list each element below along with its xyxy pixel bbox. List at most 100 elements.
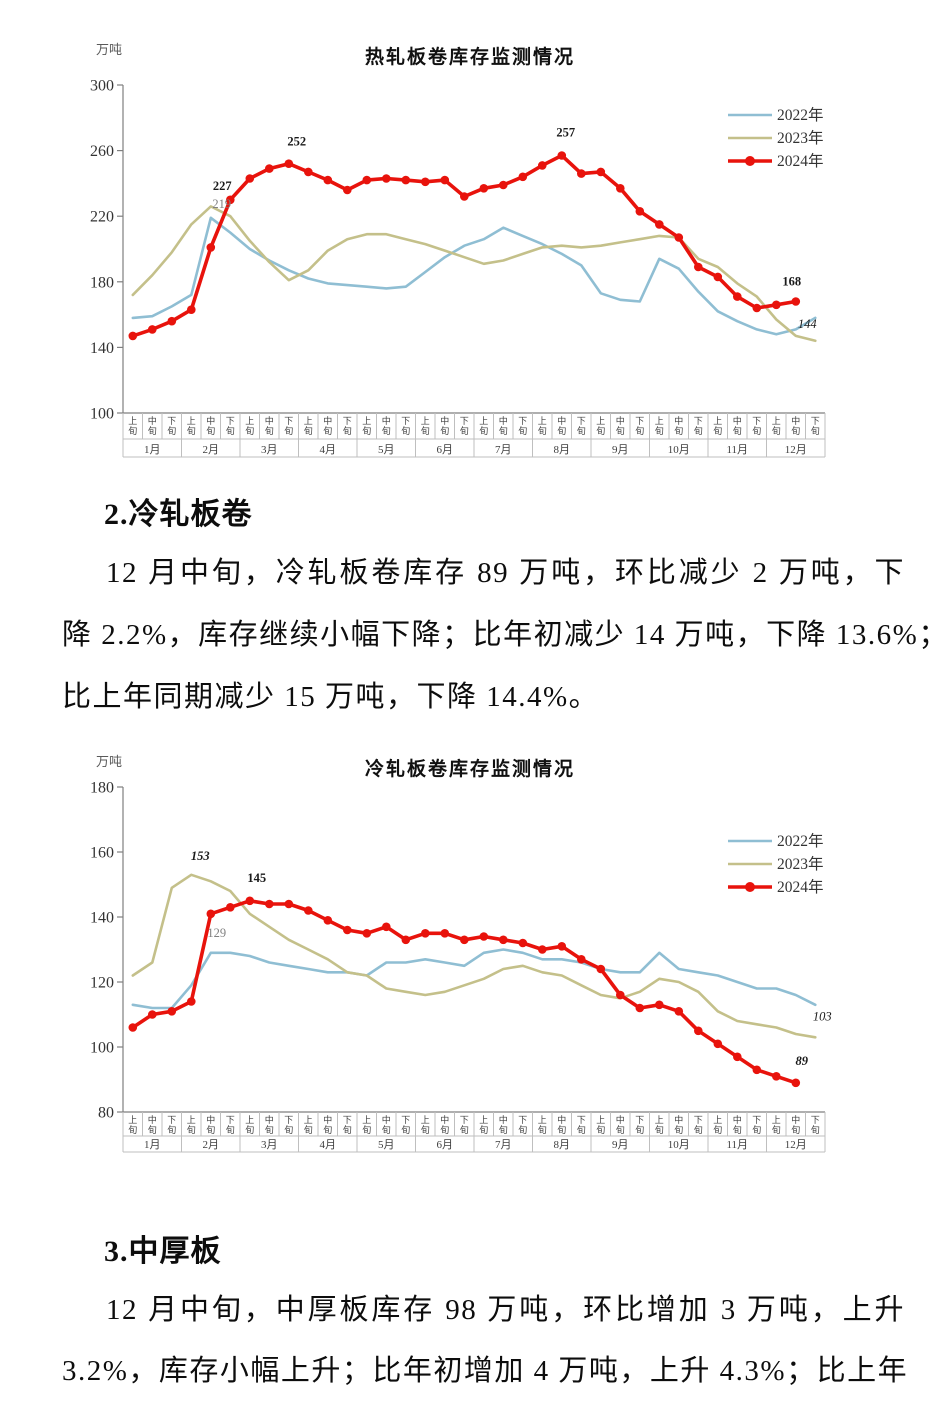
svg-text:上: 上 bbox=[713, 416, 722, 426]
svg-text:上: 上 bbox=[479, 416, 488, 426]
data-point-marker bbox=[245, 174, 255, 183]
section-heading-cold-rolled: 2.冷轧板卷 bbox=[104, 498, 253, 531]
data-point-marker bbox=[362, 929, 372, 938]
svg-text:上: 上 bbox=[245, 416, 254, 426]
x-tick-period-label: 下旬 bbox=[460, 416, 469, 436]
chart-title: 冷轧板卷库存监测情况 bbox=[365, 757, 575, 780]
svg-text:上: 上 bbox=[655, 416, 664, 426]
x-tick-month-label: 11月 bbox=[726, 1139, 748, 1151]
svg-text:中: 中 bbox=[148, 1114, 157, 1125]
legend-label: 2022年 bbox=[777, 106, 824, 124]
data-point-marker bbox=[245, 896, 255, 906]
svg-text:旬: 旬 bbox=[772, 425, 781, 436]
data-point-marker bbox=[616, 990, 625, 1000]
svg-text:旬: 旬 bbox=[772, 1124, 781, 1135]
data-point-marker bbox=[733, 292, 742, 301]
svg-text:旬: 旬 bbox=[421, 1124, 430, 1135]
x-tick-period-label: 中旬 bbox=[557, 415, 566, 436]
svg-text:旬: 旬 bbox=[323, 1124, 332, 1135]
legend-marker bbox=[745, 156, 755, 166]
svg-text:中: 中 bbox=[382, 415, 391, 426]
y-axis: 300 260 220 180 140 100 bbox=[90, 78, 124, 423]
x-tick-period-label: 中旬 bbox=[265, 415, 274, 436]
svg-text:旬: 旬 bbox=[596, 425, 605, 436]
svg-text:下: 下 bbox=[343, 1115, 352, 1125]
data-point-marker bbox=[655, 1000, 664, 1010]
svg-text:下: 下 bbox=[577, 416, 586, 426]
data-point-marker bbox=[752, 1065, 762, 1075]
x-tick-month-label: 5月 bbox=[378, 444, 395, 456]
x-tick-month-label: 10月 bbox=[668, 1139, 690, 1151]
x-tick-period-label: 中旬 bbox=[674, 415, 683, 436]
svg-text:旬: 旬 bbox=[460, 425, 469, 436]
svg-text:中: 中 bbox=[674, 415, 683, 426]
svg-text:旬: 旬 bbox=[674, 425, 683, 436]
data-point-label: 89 bbox=[796, 1054, 809, 1068]
svg-text:下: 下 bbox=[635, 416, 644, 426]
svg-text:上: 上 bbox=[538, 416, 547, 426]
svg-text:中: 中 bbox=[791, 1114, 800, 1125]
svg-text:旬: 旬 bbox=[538, 425, 547, 436]
y-tick-label: 220 bbox=[90, 209, 114, 226]
x-tick-period-label: 下旬 bbox=[752, 1115, 761, 1135]
y-axis-unit-label: 万吨 bbox=[96, 754, 122, 769]
svg-text:中: 中 bbox=[616, 415, 625, 426]
series-2022年 bbox=[131, 216, 817, 336]
svg-text:旬: 旬 bbox=[206, 425, 215, 436]
x-tick-period-label: 上旬 bbox=[772, 1115, 781, 1135]
data-point-marker bbox=[284, 159, 294, 168]
svg-text:旬: 旬 bbox=[148, 425, 157, 436]
x-tick-period-label: 中旬 bbox=[440, 1114, 449, 1135]
data-point-label: 257 bbox=[556, 126, 575, 140]
svg-text:中: 中 bbox=[733, 415, 742, 426]
data-point-marker bbox=[518, 172, 528, 182]
paragraph-medium-plate: 12 月中旬，中厚板库存 98 万吨，环比增加 3 万吨，上升 3.2%，库存小幅… bbox=[62, 1286, 907, 1408]
x-tick-month-label: 12月 bbox=[785, 444, 807, 456]
x-tick-period-label: 中旬 bbox=[382, 415, 391, 436]
section-heading-medium-plate: 3.中厚板 bbox=[104, 1235, 222, 1268]
data-point-marker bbox=[596, 167, 606, 177]
x-tick-month-label: 2月 bbox=[203, 444, 220, 456]
data-point-marker bbox=[791, 297, 801, 306]
x-tick-period-label: 上旬 bbox=[713, 1115, 722, 1135]
data-point-marker bbox=[265, 899, 274, 909]
svg-text:旬: 旬 bbox=[616, 425, 625, 436]
x-tick-period-label: 中旬 bbox=[382, 1114, 391, 1135]
svg-text:旬: 旬 bbox=[713, 425, 722, 436]
x-tick-period-label: 中旬 bbox=[265, 1114, 274, 1135]
x-tick-period-label: 上旬 bbox=[421, 1115, 430, 1135]
x-tick-period-label: 下旬 bbox=[577, 1115, 586, 1135]
x-tick-month-label: 10月 bbox=[668, 444, 690, 456]
y-tick-label: 140 bbox=[90, 910, 114, 927]
data-point-marker bbox=[713, 272, 723, 282]
y-axis-unit-label: 万吨 bbox=[96, 42, 122, 57]
svg-text:上: 上 bbox=[304, 1115, 313, 1125]
x-tick-period-label: 下旬 bbox=[226, 416, 235, 436]
y-tick-label: 300 bbox=[90, 78, 114, 95]
svg-text:上: 上 bbox=[245, 1115, 254, 1125]
x-tick-period-label: 上旬 bbox=[655, 416, 664, 436]
legend-label: 2023年 bbox=[777, 129, 824, 147]
x-tick-period-label: 下旬 bbox=[752, 416, 761, 436]
svg-text:旬: 旬 bbox=[499, 1124, 508, 1135]
data-point-marker bbox=[440, 929, 450, 938]
data-point-marker bbox=[323, 916, 333, 925]
chart-title: 热轧板卷库存监测情况 bbox=[365, 45, 575, 68]
svg-text:中: 中 bbox=[148, 415, 157, 426]
x-tick-period-label: 下旬 bbox=[811, 1115, 820, 1135]
x-tick-period-label: 中旬 bbox=[148, 415, 157, 436]
svg-text:上: 上 bbox=[362, 416, 371, 426]
x-tick-period-label: 下旬 bbox=[401, 416, 410, 436]
svg-text:下: 下 bbox=[811, 1115, 820, 1125]
data-point-marker bbox=[460, 192, 469, 201]
svg-text:旬: 旬 bbox=[128, 1124, 137, 1135]
svg-text:旬: 旬 bbox=[382, 425, 391, 436]
svg-text:旬: 旬 bbox=[694, 425, 703, 436]
svg-text:中: 中 bbox=[265, 415, 274, 426]
x-tick-period-label: 上旬 bbox=[304, 416, 313, 436]
y-tick-label: 260 bbox=[90, 143, 114, 160]
svg-text:旬: 旬 bbox=[791, 425, 800, 436]
data-point-marker bbox=[382, 922, 391, 932]
x-tick-period-label: 上旬 bbox=[187, 416, 196, 436]
